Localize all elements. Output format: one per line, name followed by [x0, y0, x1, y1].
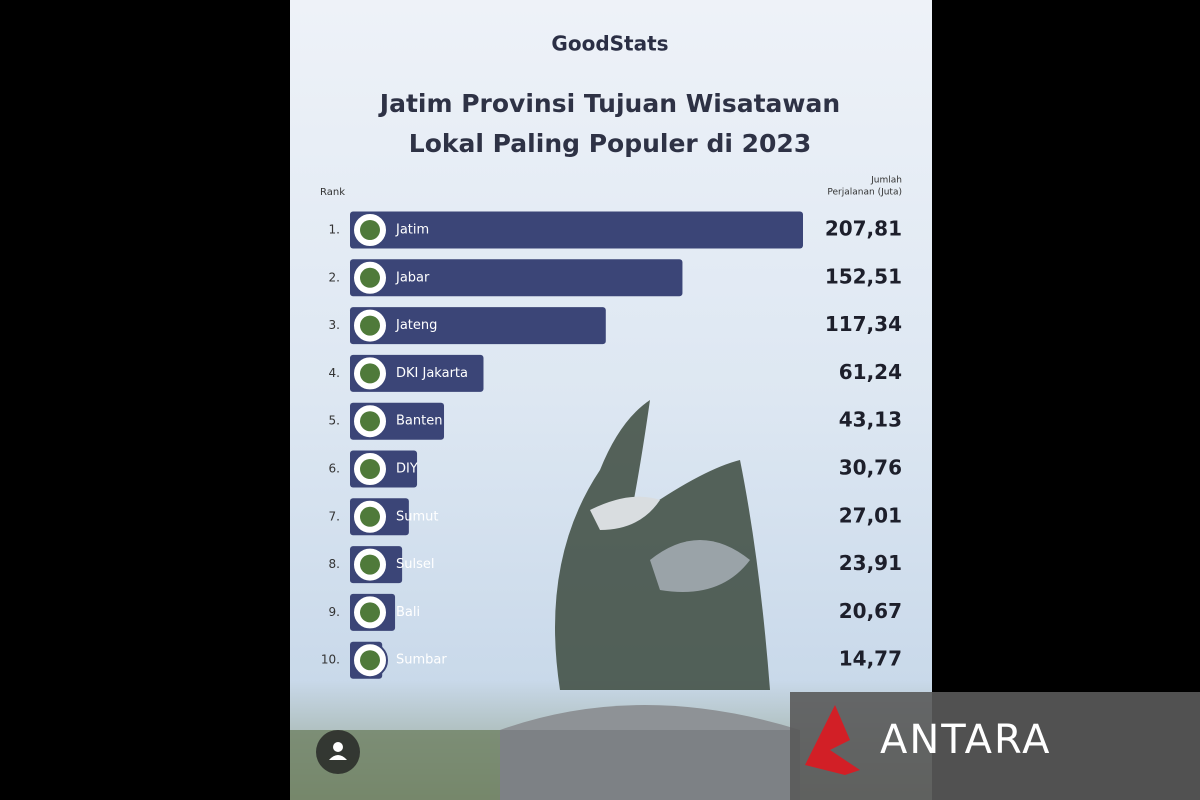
rank-label: 1.: [329, 223, 340, 237]
province-icon-inner: [360, 650, 380, 671]
rank-label: 3.: [329, 318, 340, 332]
category-label: Sumbar: [396, 653, 447, 668]
category-label: Jateng: [395, 318, 437, 333]
logo: GoodStats: [551, 32, 668, 56]
rank-label: 5.: [329, 414, 340, 428]
value-label: 27,01: [839, 503, 902, 527]
chart-title: Jatim Provinsi Tujuan Wisatawan: [378, 89, 840, 118]
value-header: Perjalanan (Juta): [827, 188, 902, 198]
category-label: Jatim: [395, 223, 429, 238]
chart-title: Lokal Paling Populer di 2023: [409, 129, 811, 158]
category-label: DIY: [396, 462, 418, 477]
province-icon-inner: [360, 267, 380, 288]
province-icon-inner: [360, 554, 380, 575]
value-label: 43,13: [839, 408, 902, 432]
rank-header: Rank: [320, 187, 345, 198]
province-icon-inner: [360, 315, 380, 336]
rank-label: 4.: [329, 366, 340, 380]
value-label: 152,51: [825, 264, 902, 288]
bar: [350, 211, 803, 249]
value-label: 61,24: [839, 360, 902, 384]
category-label: Sulsel: [396, 557, 435, 572]
category-label: Banten: [396, 414, 442, 429]
bar: [350, 259, 683, 297]
rank-label: 7.: [329, 509, 340, 523]
value-label: 117,34: [825, 312, 902, 336]
province-icon-inner: [360, 363, 380, 384]
value-label: 30,76: [839, 456, 902, 480]
category-label: Sumut: [396, 509, 439, 524]
watermark-box: ANTARA: [316, 692, 1200, 800]
province-icon-inner: [360, 459, 380, 479]
rank-label: 2.: [329, 270, 340, 284]
value-label: 20,67: [839, 599, 902, 623]
rank-label: 6.: [329, 462, 340, 476]
chart: GoodStats Jatim Provinsi Tujuan Wisatawa…: [320, 32, 902, 679]
province-icon-inner: [360, 602, 380, 623]
category-label: Bali: [396, 605, 420, 620]
value-label: 23,91: [839, 551, 902, 575]
rank-label: 9.: [329, 605, 340, 619]
rank-label: 8.: [329, 557, 340, 571]
category-label: Jabar: [395, 270, 430, 285]
province-icon-inner: [360, 506, 380, 527]
value-label: 207,81: [825, 217, 902, 241]
value-label: 14,77: [839, 647, 902, 671]
bar: [350, 307, 606, 345]
category-label: DKI Jakarta: [396, 366, 468, 381]
province-icon-inner: [360, 411, 380, 432]
value-header: Jumlah: [870, 176, 902, 186]
watermark: ANTARA: [880, 717, 1052, 763]
rank-label: 10.: [321, 653, 340, 667]
province-icon-inner: [360, 220, 380, 240]
